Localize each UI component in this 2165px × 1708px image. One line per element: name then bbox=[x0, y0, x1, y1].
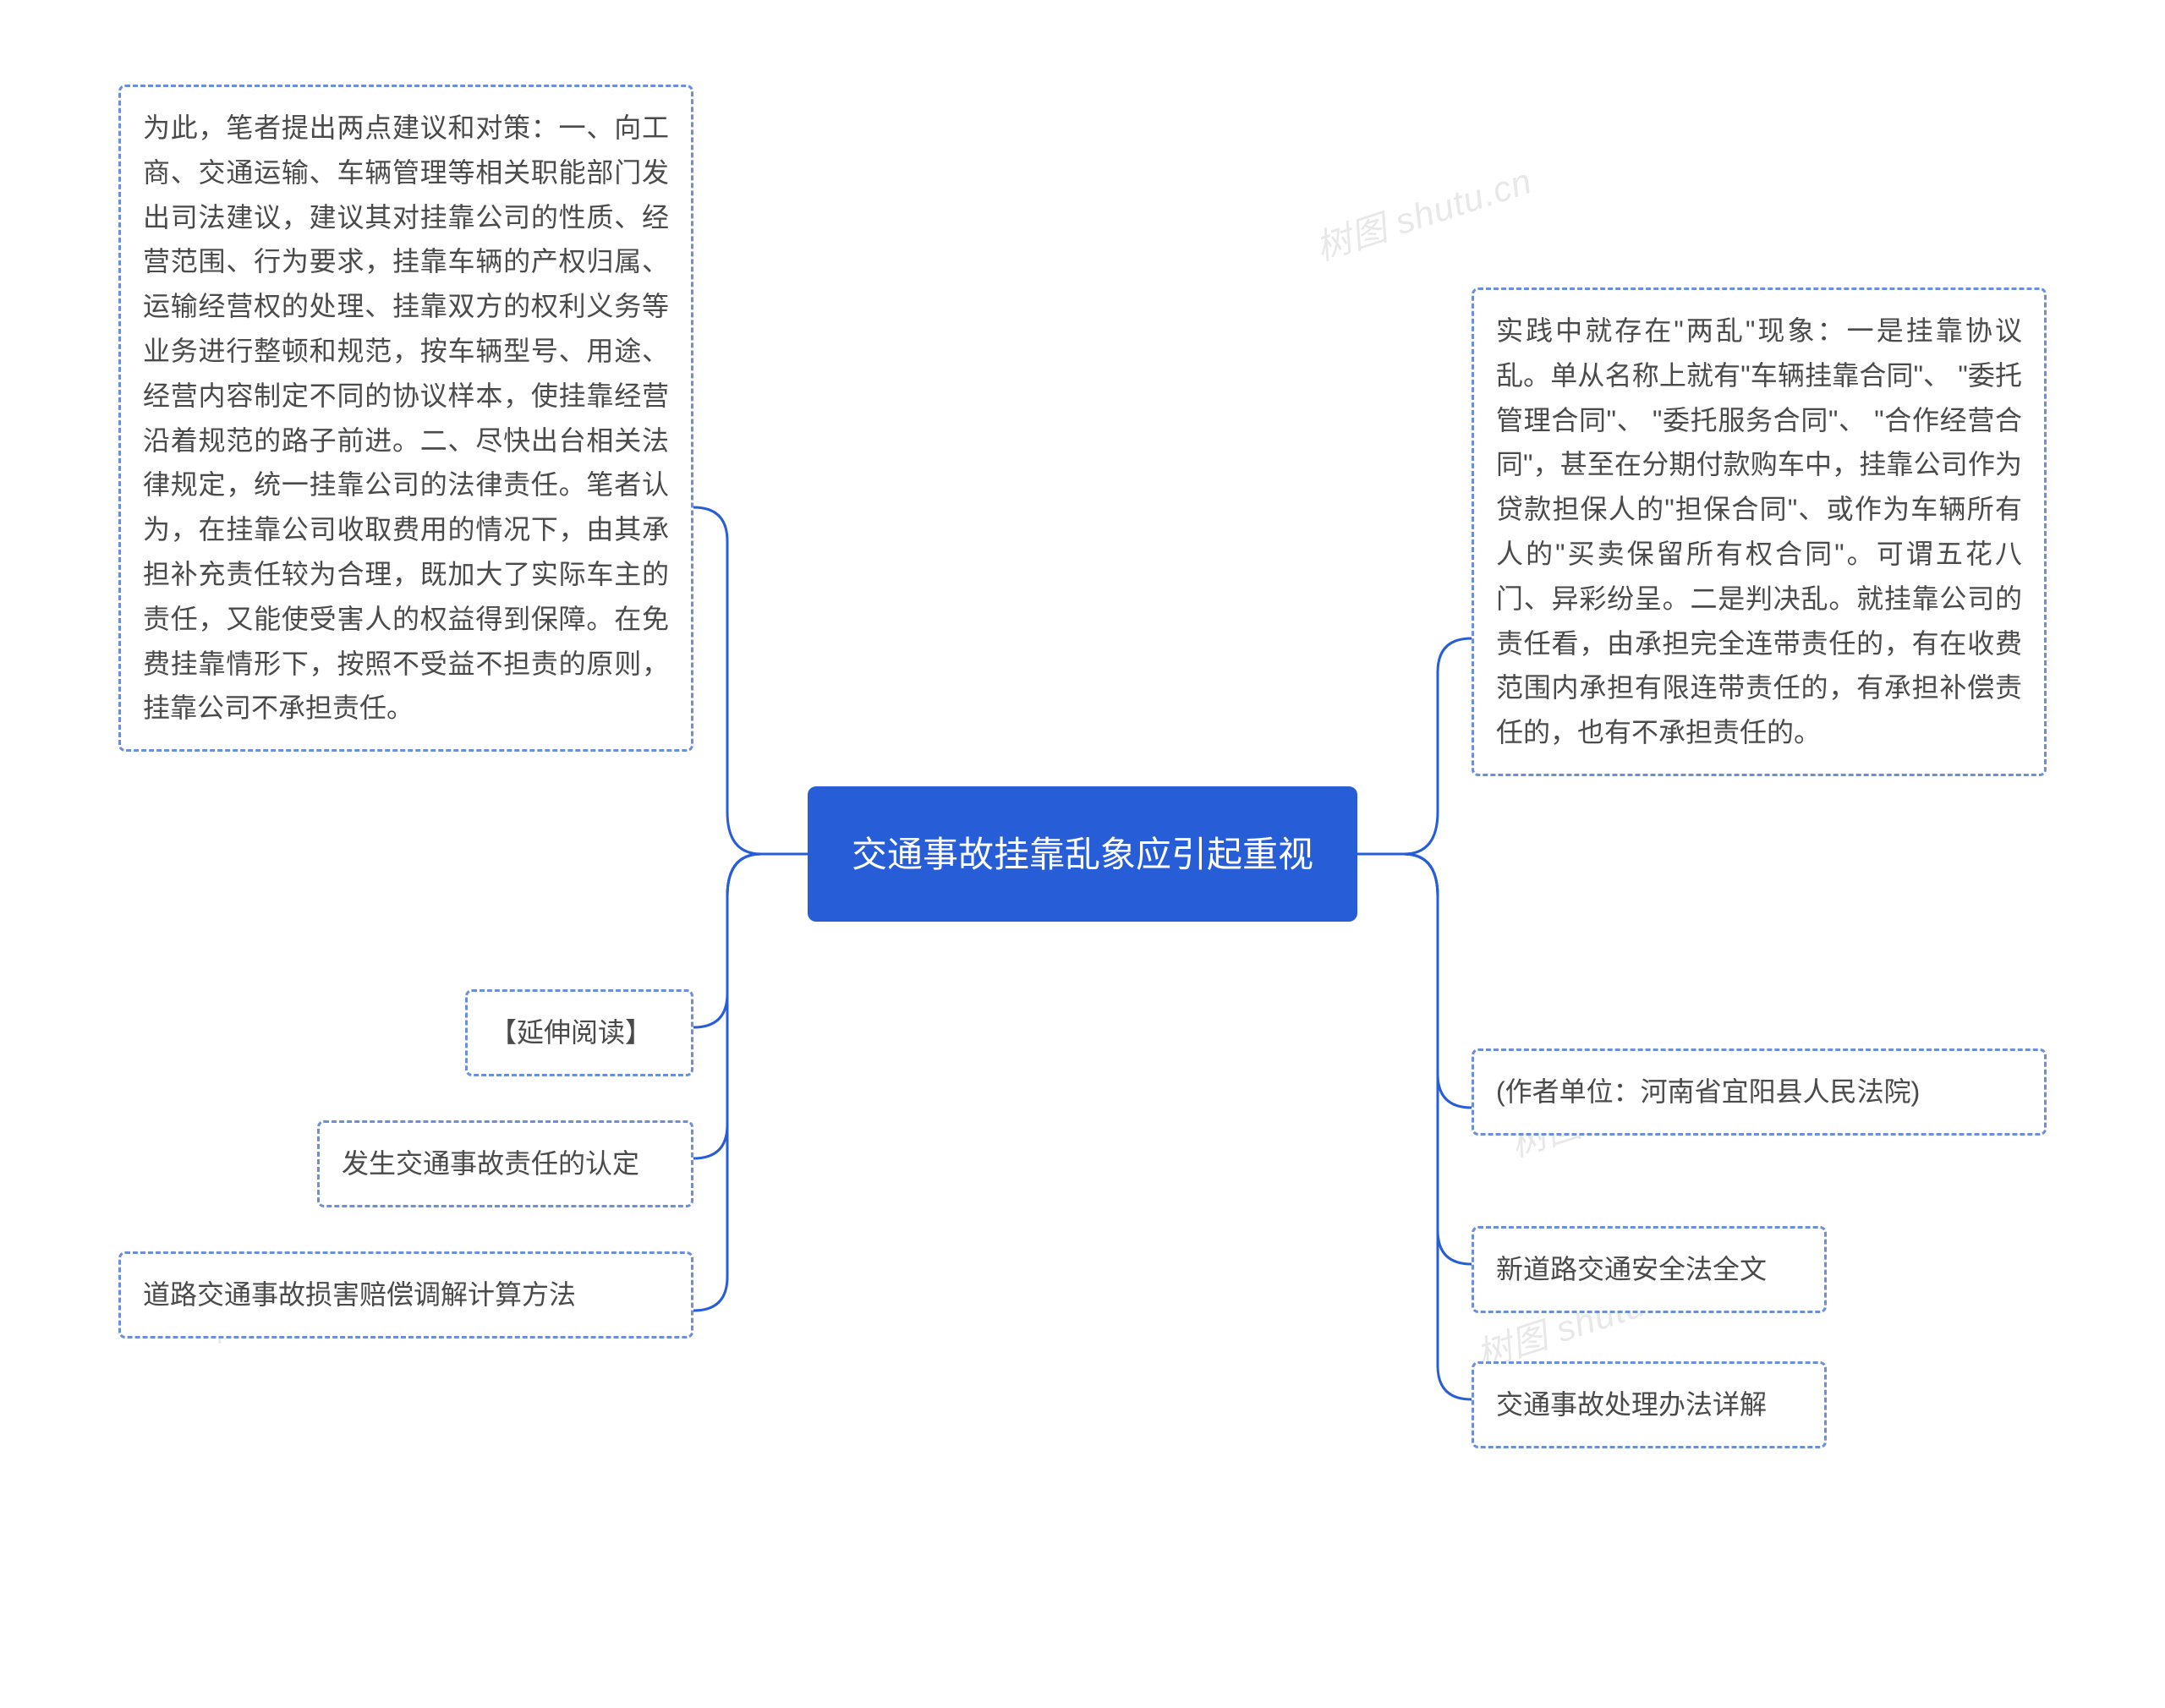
right-node-chaos[interactable]: 实践中就存在"两乱"现象：一是挂靠协议乱。单从名称上就有"车辆挂靠合同"、 "委… bbox=[1472, 287, 2047, 776]
center-topic[interactable]: 交通事故挂靠乱象应引起重视 bbox=[808, 786, 1357, 922]
right-node-law[interactable]: 新道路交通安全法全文 bbox=[1472, 1226, 1827, 1313]
left-node-compensation[interactable]: 道路交通事故损害赔偿调解计算方法 bbox=[118, 1251, 693, 1338]
node-text: 交通事故处理办法详解 bbox=[1496, 1389, 1767, 1420]
node-text: 新道路交通安全法全文 bbox=[1496, 1254, 1767, 1284]
watermark: 树图 shutu.cn bbox=[1308, 152, 1537, 271]
node-text: 【延伸阅读】 bbox=[490, 1017, 652, 1048]
left-node-suggestions[interactable]: 为此，笔者提出两点建议和对策：一、向工商、交通运输、车辆管理等相关职能部门发出司… bbox=[118, 85, 693, 752]
node-text: 道路交通事故损害赔偿调解计算方法 bbox=[143, 1279, 576, 1310]
left-node-extended-reading[interactable]: 【延伸阅读】 bbox=[465, 989, 693, 1076]
node-text: (作者单位：河南省宜阳县人民法院) bbox=[1496, 1076, 1920, 1107]
node-text: 发生交通事故责任的认定 bbox=[342, 1148, 639, 1179]
center-topic-text: 交通事故挂靠乱象应引起重视 bbox=[852, 828, 1313, 881]
node-text: 实践中就存在"两乱"现象：一是挂靠协议乱。单从名称上就有"车辆挂靠合同"、 "委… bbox=[1496, 315, 2022, 747]
right-node-handling[interactable]: 交通事故处理办法详解 bbox=[1472, 1361, 1827, 1448]
right-node-author[interactable]: (作者单位：河南省宜阳县人民法院) bbox=[1472, 1048, 2047, 1136]
node-text: 为此，笔者提出两点建议和对策：一、向工商、交通运输、车辆管理等相关职能部门发出司… bbox=[143, 112, 669, 723]
left-node-liability[interactable]: 发生交通事故责任的认定 bbox=[317, 1120, 693, 1207]
